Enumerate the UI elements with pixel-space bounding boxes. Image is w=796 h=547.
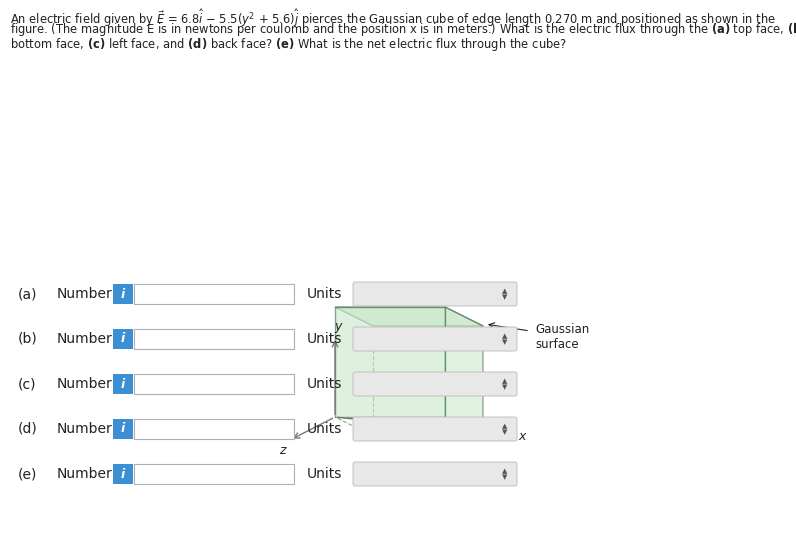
- Text: ▲: ▲: [502, 333, 508, 339]
- Text: z: z: [279, 444, 286, 457]
- Bar: [134, 374, 294, 394]
- Text: ▲: ▲: [502, 288, 508, 294]
- Bar: [113, 419, 133, 439]
- Text: i: i: [121, 468, 125, 480]
- Polygon shape: [445, 307, 483, 436]
- Text: (e): (e): [18, 467, 37, 481]
- Text: i: i: [121, 377, 125, 391]
- FancyBboxPatch shape: [353, 372, 517, 396]
- Text: Units: Units: [307, 332, 342, 346]
- FancyBboxPatch shape: [353, 417, 517, 441]
- Text: i: i: [121, 288, 125, 300]
- Text: ▼: ▼: [502, 294, 508, 300]
- Bar: [113, 284, 133, 304]
- Text: figure. (The magnitude E is in newtons per coulomb and the position x is in mete: figure. (The magnitude E is in newtons p…: [10, 21, 796, 38]
- Text: An electric field given by $\vec{E}$ = 6.8$\hat{i}$ − 5.5($y^2$ + 5.6)$\hat{j}$ : An electric field given by $\vec{E}$ = 6…: [10, 7, 776, 29]
- Text: ▼: ▼: [502, 474, 508, 480]
- FancyBboxPatch shape: [353, 327, 517, 351]
- Text: Number: Number: [57, 287, 113, 301]
- Text: ▼: ▼: [502, 429, 508, 435]
- Text: (d): (d): [18, 422, 37, 436]
- Text: y: y: [334, 320, 341, 333]
- Polygon shape: [335, 307, 483, 326]
- Text: Number: Number: [57, 377, 113, 391]
- Bar: [113, 329, 133, 349]
- Bar: [113, 464, 133, 484]
- Text: (c): (c): [18, 377, 37, 391]
- Text: ▼: ▼: [502, 384, 508, 390]
- FancyBboxPatch shape: [353, 462, 517, 486]
- Bar: [113, 374, 133, 394]
- Text: Units: Units: [307, 422, 342, 436]
- Text: i: i: [121, 333, 125, 346]
- Bar: [134, 419, 294, 439]
- Bar: [134, 464, 294, 484]
- Polygon shape: [335, 307, 445, 417]
- Text: (a): (a): [18, 287, 37, 301]
- Text: ▲: ▲: [502, 468, 508, 474]
- Bar: [134, 329, 294, 349]
- Text: x: x: [518, 429, 525, 443]
- Text: ▼: ▼: [502, 339, 508, 345]
- Text: Gaussian
surface: Gaussian surface: [535, 323, 589, 351]
- Text: (b): (b): [18, 332, 37, 346]
- Text: ▲: ▲: [502, 378, 508, 384]
- Text: bottom face, $\mathbf{(c)}$ left face, and $\mathbf{(d)}$ back face? $\mathbf{(e: bottom face, $\mathbf{(c)}$ left face, a…: [10, 36, 567, 53]
- Text: Units: Units: [307, 377, 342, 391]
- FancyBboxPatch shape: [353, 282, 517, 306]
- Text: Number: Number: [57, 332, 113, 346]
- Text: i: i: [121, 422, 125, 435]
- Text: Number: Number: [57, 422, 113, 436]
- Text: ▲: ▲: [502, 423, 508, 429]
- Text: Units: Units: [307, 287, 342, 301]
- Text: Number: Number: [57, 467, 113, 481]
- Bar: [134, 284, 294, 304]
- Text: Units: Units: [307, 467, 342, 481]
